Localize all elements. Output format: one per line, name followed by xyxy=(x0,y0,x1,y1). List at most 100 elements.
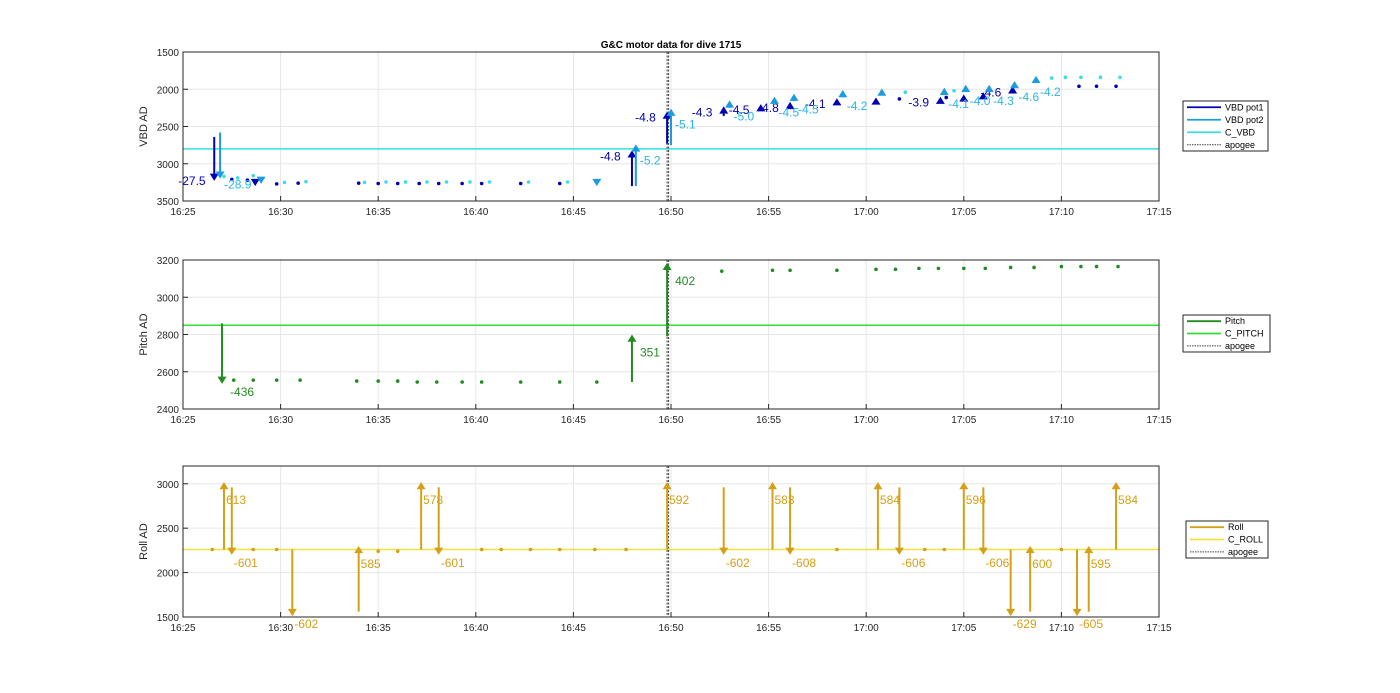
x-tick-label: 17:05 xyxy=(951,207,976,218)
roll-label: 585 xyxy=(361,557,381,571)
axes-frame xyxy=(182,259,1160,410)
roll-arrow xyxy=(1072,549,1082,617)
roll-label: -608 xyxy=(792,556,816,570)
pitch-point xyxy=(874,267,878,272)
roll-point xyxy=(251,547,256,552)
y-tick-label: 2500 xyxy=(157,123,180,134)
vbd-pot2-label: -4.1 xyxy=(948,97,969,111)
vbd-pot2-point xyxy=(282,180,287,185)
vbd-pot2-point xyxy=(565,180,570,184)
roll-label: -629 xyxy=(1013,617,1037,631)
vbd-pot1-label: -4.3 xyxy=(692,105,713,119)
roll-arrow xyxy=(978,487,988,555)
pitch-point xyxy=(518,380,523,384)
x-tick-label: 16:40 xyxy=(463,207,488,218)
vbd-pot1-arrow xyxy=(719,106,729,117)
pitch-label: 351 xyxy=(640,346,660,360)
roll-arrow xyxy=(768,481,778,550)
x-tick-label: 16:45 xyxy=(561,415,586,426)
y-tick-label: 3200 xyxy=(157,256,180,267)
pitch-point xyxy=(479,380,484,384)
vbd-pot1-point xyxy=(1077,84,1081,89)
vbd-pot1-arrow xyxy=(832,98,842,106)
roll-point xyxy=(274,547,279,552)
vbd-pot2-label: -4.2 xyxy=(847,99,868,113)
vbd-pot1-point xyxy=(356,181,361,185)
x-tick-label: 17:15 xyxy=(1146,207,1171,218)
roll-label: -606 xyxy=(901,556,925,570)
roll-label: -602 xyxy=(294,617,318,631)
x-tick-label: 16:25 xyxy=(170,623,195,634)
pitch-label: 402 xyxy=(675,274,695,288)
vbd-pot2-point xyxy=(952,88,956,93)
vbd-pot1-point xyxy=(296,181,300,185)
roll-arrow xyxy=(785,487,795,555)
roll-arrow xyxy=(287,549,297,617)
roll-label: 583 xyxy=(775,493,795,507)
roll-arrow xyxy=(227,487,237,555)
legend-entry: C_VBD xyxy=(1225,127,1256,137)
vbd-pot1-point xyxy=(230,177,234,182)
vbd-pot2-label: -4.3 xyxy=(993,94,1014,108)
legend-entry: C_ROLL xyxy=(1228,535,1263,545)
pitch-point xyxy=(983,266,988,271)
pitch-arrow xyxy=(662,262,672,337)
pitch-point xyxy=(376,379,381,383)
legend-entry: C_PITCH xyxy=(1225,329,1264,339)
vbd-pot1-arrow xyxy=(250,178,260,187)
roll-label: -601 xyxy=(441,556,465,570)
pitch-point xyxy=(415,380,420,384)
vbd-pot1-point xyxy=(436,181,441,186)
pitch-label: -436 xyxy=(230,385,254,399)
roll-arrow xyxy=(662,481,672,550)
pitch-point xyxy=(719,269,724,273)
pitch-arrow xyxy=(627,334,637,382)
y-axis-label: Pitch AD xyxy=(138,313,150,355)
vbd-pot2-point xyxy=(1079,75,1083,80)
x-tick-label: 17:00 xyxy=(854,415,879,426)
vbd-pot2-arrow xyxy=(256,176,266,184)
x-tick-label: 17:00 xyxy=(854,207,879,218)
vbd-pot2-label: -4.5 xyxy=(798,103,819,117)
roll-point xyxy=(922,547,927,552)
vbd-pot1-label: -27.5 xyxy=(178,174,206,188)
x-tick-label: 16:35 xyxy=(366,207,391,218)
pitch-point xyxy=(231,378,236,382)
roll-point xyxy=(624,547,628,552)
roll-point xyxy=(479,547,484,552)
legend-entry: apogee xyxy=(1225,341,1255,351)
vbd-pot2-arrow xyxy=(725,100,735,108)
roll-point xyxy=(942,547,947,552)
roll-arrow xyxy=(1111,481,1121,550)
x-tick-label: 17:05 xyxy=(951,415,976,426)
vbd-pot1-point xyxy=(557,181,562,186)
vbd-pot2-label: -5.0 xyxy=(734,109,755,123)
pitch-point xyxy=(434,380,439,384)
vbd-pot2-point xyxy=(1118,75,1122,80)
vbd-pot2-arrow xyxy=(631,144,641,187)
vbd-pot1-arrow xyxy=(935,96,945,104)
vbd-pot2-point xyxy=(384,180,388,184)
vbd-pot1-label: -4.8 xyxy=(758,101,779,115)
roll-label: 613 xyxy=(226,493,246,507)
roll-point xyxy=(210,547,215,552)
vbd-pot1-point xyxy=(479,181,484,186)
pitch-point xyxy=(1032,265,1036,270)
vbd-pot2-point xyxy=(526,180,531,184)
vbd-pot2-arrow xyxy=(984,84,994,92)
roll-label: 578 xyxy=(423,493,443,507)
vbd-panel: 16:25 16:30 16:35 16:40 16:45 16:50 16:55 17:00… xyxy=(138,40,1269,218)
x-tick-label: 16:30 xyxy=(268,415,293,426)
legend-entry: VBD pot1 xyxy=(1225,102,1264,112)
roll-arrow xyxy=(894,487,904,555)
vbd-pot1-point xyxy=(518,181,523,186)
vbd-pot2-label: -5.1 xyxy=(675,118,696,132)
x-tick-label: 16:25 xyxy=(170,415,195,426)
legend-entry: apogee xyxy=(1228,547,1258,557)
y-tick-label: 2600 xyxy=(157,368,180,379)
roll-label: 596 xyxy=(966,493,986,507)
x-tick-label: 17:00 xyxy=(854,623,879,634)
vbd-pot2-point xyxy=(222,174,226,179)
x-tick-label: 16:55 xyxy=(756,415,781,426)
